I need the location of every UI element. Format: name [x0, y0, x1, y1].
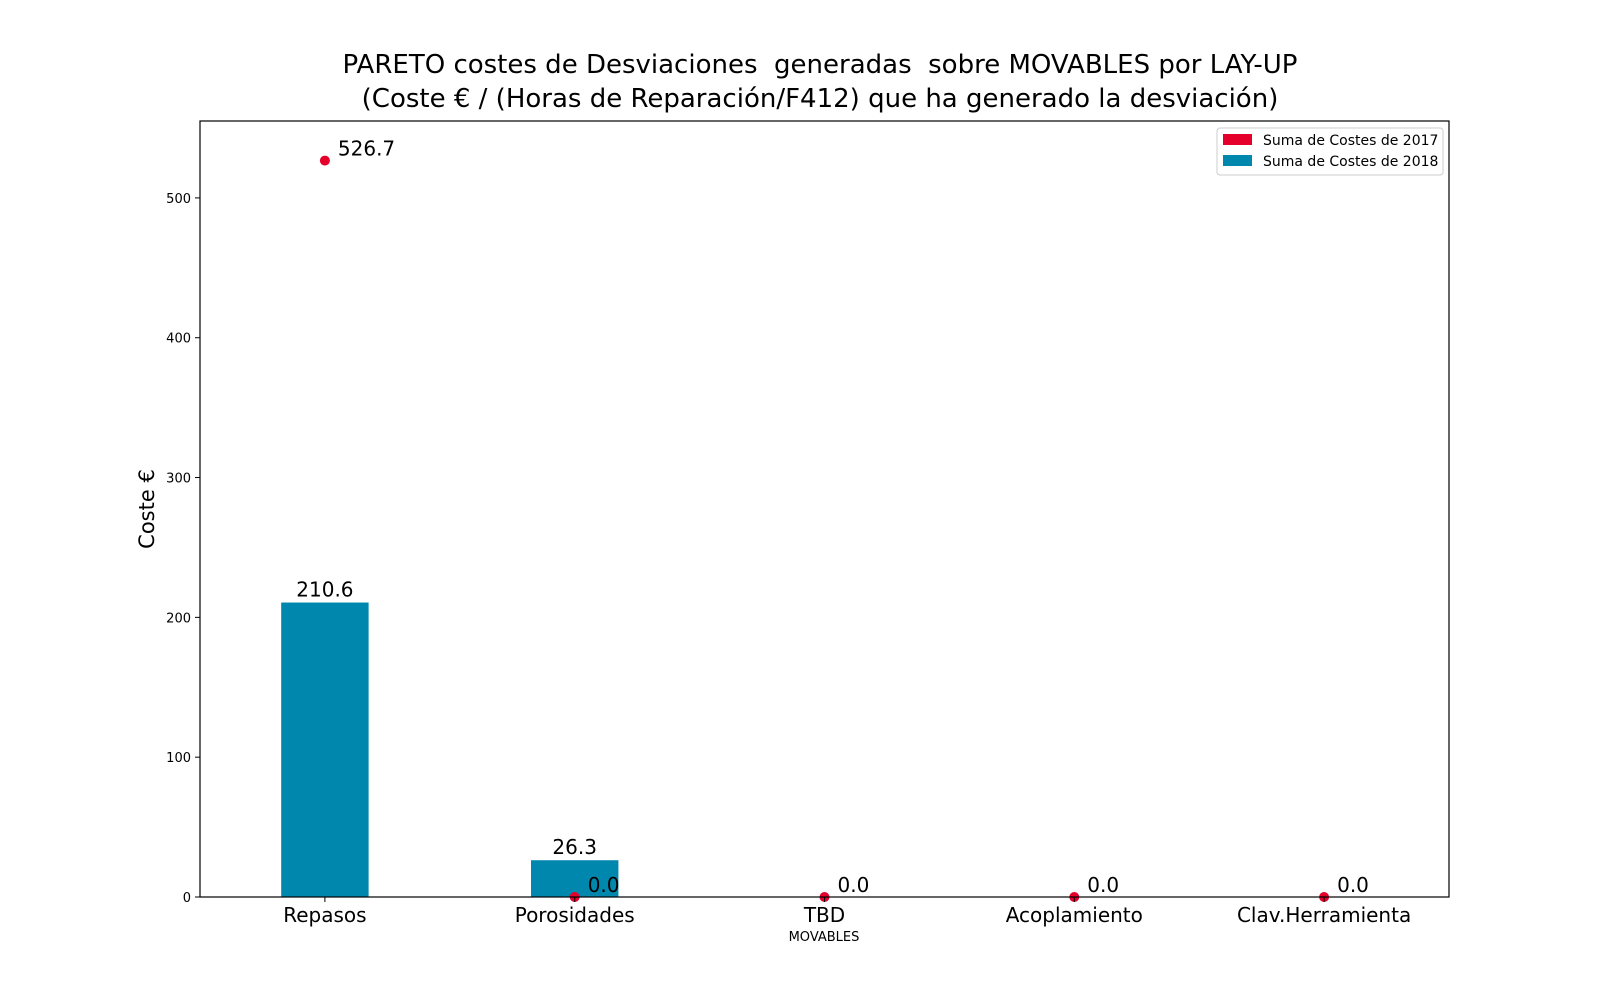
point-value-label: 0.0 [838, 873, 870, 897]
x-tick-label: Acoplamiento [1006, 903, 1143, 927]
y-tick-label: 0 [183, 891, 191, 906]
bars-layer [281, 602, 619, 897]
point-value-label: 0.0 [588, 873, 620, 897]
x-tick-label: Porosidades [515, 903, 635, 927]
legend-frame [1216, 127, 1444, 176]
y-tick-label: 100 [166, 751, 191, 766]
chart-title-line-2: (Coste € / (Horas de Reparación/F412) qu… [361, 84, 1279, 114]
point-value-label: 0.0 [1337, 873, 1369, 897]
y-axis-label: Coste € [135, 469, 159, 549]
bar-value-label: 26.3 [552, 835, 597, 859]
x-axis-label: MOVABLES [789, 930, 860, 945]
legend-swatch-2017 [1223, 134, 1252, 145]
x-tick-label: Repasos [283, 903, 366, 927]
x-axis: Repasos Porosidades TBD Acoplamiento Clav.He… [283, 897, 1411, 927]
bar-repasos [281, 602, 369, 897]
x-tick-label: Clav.Herramienta [1237, 903, 1411, 927]
legend-label-2018: Suma de Costes de 2018 [1263, 154, 1438, 170]
legend-label-2017: Suma de Costes de 2017 [1263, 133, 1438, 149]
y-tick-label: 500 [166, 192, 191, 207]
y-tick-label: 300 [166, 472, 191, 487]
y-tick-label: 200 [166, 611, 191, 626]
point-value-label: 526.7 [338, 137, 395, 161]
y-axis: 0 100 200 300 400 500 [166, 192, 200, 906]
y-tick-label: 400 [166, 332, 191, 347]
bar-value-label: 210.6 [296, 578, 353, 602]
x-tick-label: TBD [803, 903, 845, 927]
chart-title-line-1: PARETO costes de Desviaciones generadas … [342, 50, 1298, 80]
plot-area-frame [199, 120, 1450, 898]
legend-swatch-2018 [1223, 155, 1252, 166]
data-labels-layer: 210.6 26.3 526.7 0.0 0.0 0.0 0.0 [296, 137, 1369, 897]
points-layer [319, 155, 1330, 902]
point-value-label: 0.0 [1087, 873, 1119, 897]
bar-porosidades [530, 860, 619, 897]
legend: Suma de Costes de 2017 Suma de Costes de… [1216, 127, 1444, 176]
point-repasos [319, 155, 330, 166]
